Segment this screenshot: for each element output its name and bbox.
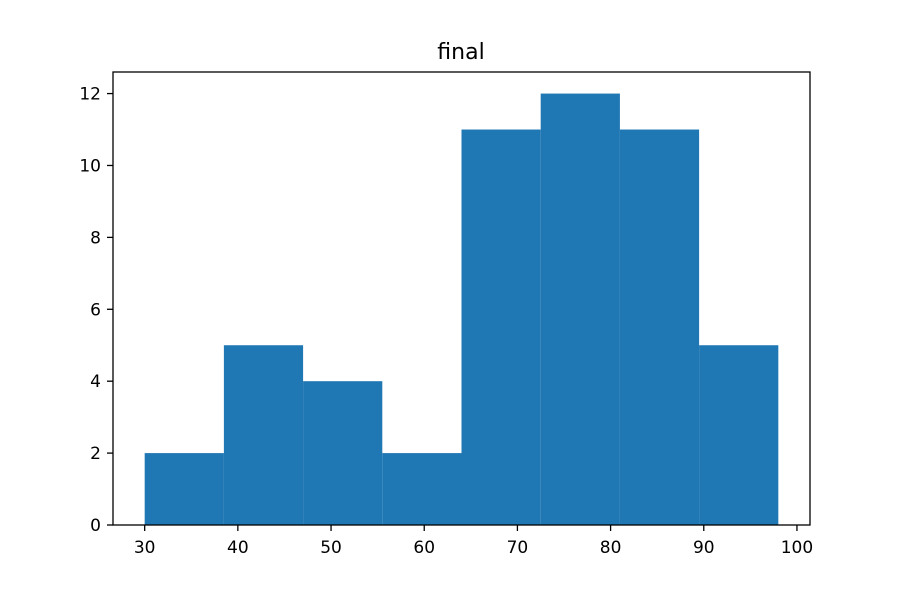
histogram-bar-6: [540, 93, 620, 526]
y-axis: 0 2 4 6 8 10 12: [79, 85, 113, 536]
histogram-bar-2: [223, 345, 304, 525]
histogram-bar-5: [461, 129, 541, 525]
histogram-bar-8: [699, 345, 779, 525]
y-tick-label: 8: [90, 228, 101, 248]
x-tick-label: 50: [320, 538, 342, 558]
y-tick-label: 10: [79, 156, 101, 176]
x-tick-label: 90: [693, 538, 715, 558]
y-tick-label: 6: [90, 300, 101, 320]
bars-group: [144, 93, 779, 526]
x-tick-label: 100: [781, 538, 813, 558]
x-tick-label: 30: [134, 538, 156, 558]
plot-frame: [112, 71, 811, 526]
histogram-bar-7: [619, 129, 700, 525]
histogram-bar-3: [303, 381, 383, 525]
histogram-bar-1: [144, 453, 224, 525]
y-tick-label: 0: [90, 516, 101, 536]
chart-title: final: [437, 40, 484, 65]
x-tick-label: 60: [413, 538, 435, 558]
x-axis: 30 40 50 60 70 80 90 100: [134, 525, 813, 558]
y-tick-label: 12: [79, 85, 101, 105]
x-tick-label: 40: [227, 538, 249, 558]
x-tick-label: 80: [600, 538, 622, 558]
histogram-bar-4: [382, 453, 462, 525]
x-tick-label: 70: [507, 538, 529, 558]
y-tick-label: 4: [90, 372, 101, 392]
y-tick-label: 2: [90, 444, 101, 464]
